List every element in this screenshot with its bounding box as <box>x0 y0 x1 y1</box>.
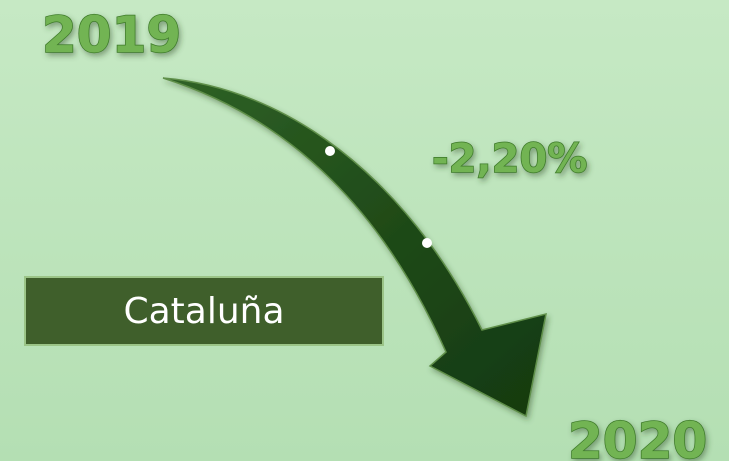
change-label: -2,20% <box>432 136 587 182</box>
arrow-dot <box>325 146 335 156</box>
end-year: 2020 <box>568 412 707 461</box>
down-arrow <box>162 77 547 418</box>
region-label: Cataluña <box>123 291 284 332</box>
region-box <box>24 276 384 346</box>
arrow-dot <box>422 238 432 248</box>
start-year: 2019 <box>42 6 181 64</box>
